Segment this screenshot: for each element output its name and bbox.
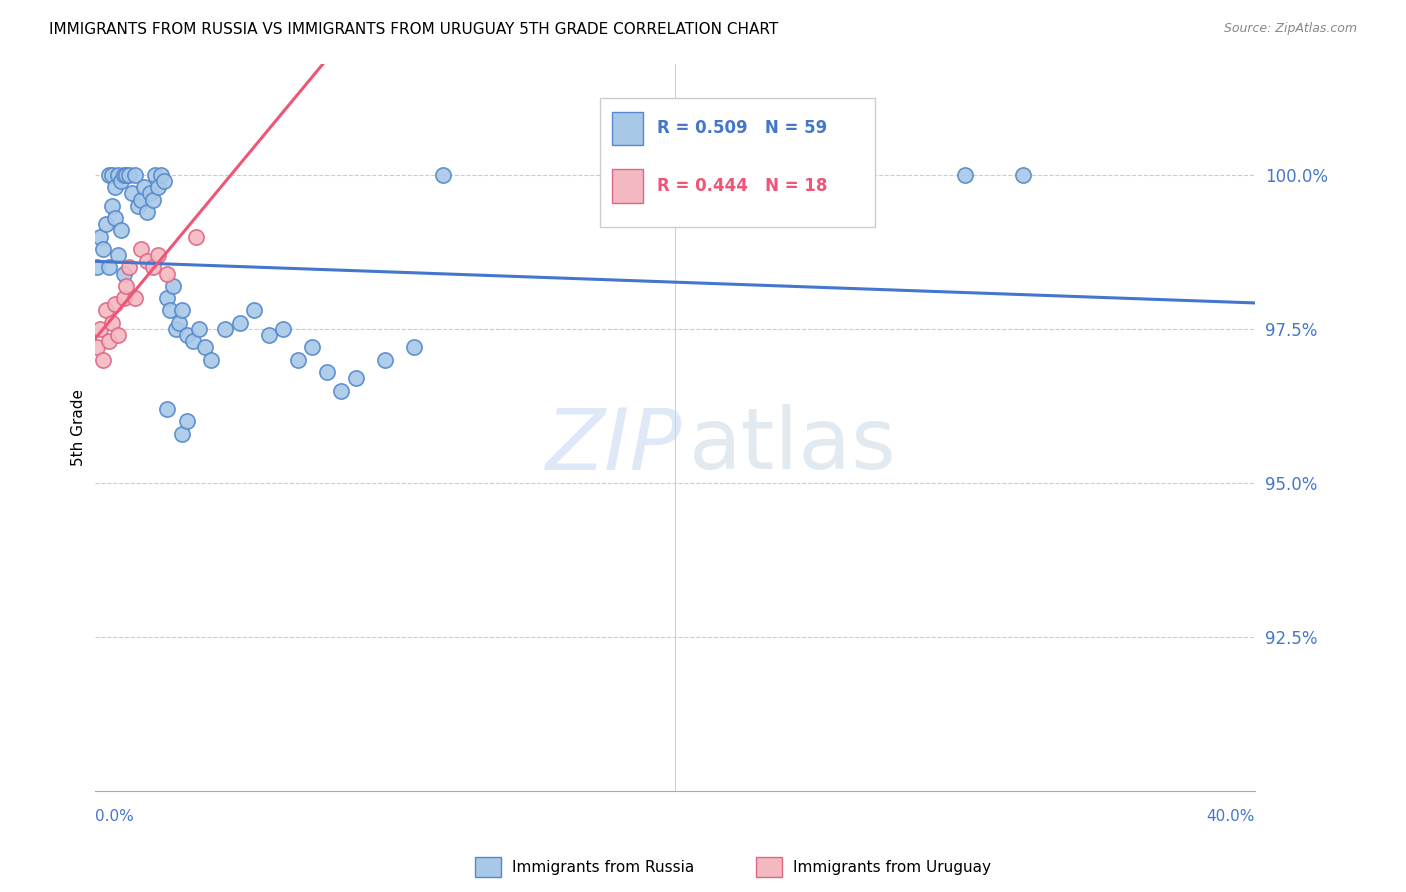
Text: Immigrants from Uruguay: Immigrants from Uruguay xyxy=(793,860,991,874)
Point xyxy=(402,341,425,355)
Point xyxy=(135,205,157,219)
Point xyxy=(142,260,165,275)
Point xyxy=(135,254,157,268)
Point xyxy=(1012,168,1035,182)
Point xyxy=(953,168,976,182)
Point xyxy=(181,334,204,349)
Point xyxy=(129,242,152,256)
Point xyxy=(98,260,121,275)
Point xyxy=(243,303,266,318)
Point xyxy=(107,248,129,262)
Point xyxy=(107,328,129,343)
Point xyxy=(165,322,187,336)
Point xyxy=(315,365,337,379)
Text: Immigrants from Russia: Immigrants from Russia xyxy=(512,860,695,874)
Point xyxy=(287,352,309,367)
Point xyxy=(176,414,198,428)
Point xyxy=(118,168,141,182)
Point xyxy=(156,291,179,305)
Point xyxy=(98,168,121,182)
Point xyxy=(271,322,294,336)
Point xyxy=(150,168,173,182)
Point xyxy=(96,303,118,318)
Text: 0.0%: 0.0% xyxy=(94,810,134,824)
Point xyxy=(104,180,127,194)
Point xyxy=(112,168,135,182)
Y-axis label: 5th Grade: 5th Grade xyxy=(72,389,86,466)
Point xyxy=(89,322,111,336)
Point xyxy=(98,334,121,349)
Point xyxy=(104,211,127,225)
Point xyxy=(170,426,193,441)
Text: Source: ZipAtlas.com: Source: ZipAtlas.com xyxy=(1223,22,1357,36)
Text: 40.0%: 40.0% xyxy=(1206,810,1256,824)
Point xyxy=(110,174,132,188)
Text: R = 0.444   N = 18: R = 0.444 N = 18 xyxy=(657,178,827,195)
Point xyxy=(124,291,146,305)
Point xyxy=(330,384,353,398)
Point xyxy=(115,168,138,182)
Point xyxy=(101,199,124,213)
Point xyxy=(86,260,108,275)
Point xyxy=(148,248,170,262)
Point xyxy=(148,180,170,194)
Point xyxy=(301,341,323,355)
Point xyxy=(188,322,211,336)
Point xyxy=(124,168,146,182)
Point xyxy=(89,229,111,244)
Point xyxy=(107,168,129,182)
Point xyxy=(156,267,179,281)
Point xyxy=(167,316,190,330)
Point xyxy=(110,223,132,237)
Point xyxy=(142,193,165,207)
Point xyxy=(118,260,141,275)
Point xyxy=(257,328,280,343)
Point xyxy=(104,297,127,311)
Point xyxy=(112,267,135,281)
Point xyxy=(228,316,250,330)
Point xyxy=(101,168,124,182)
Point xyxy=(374,352,396,367)
Point xyxy=(176,328,198,343)
Point xyxy=(194,341,217,355)
Point xyxy=(214,322,236,336)
Point xyxy=(112,291,135,305)
Text: IMMIGRANTS FROM RUSSIA VS IMMIGRANTS FROM URUGUAY 5TH GRADE CORRELATION CHART: IMMIGRANTS FROM RUSSIA VS IMMIGRANTS FRO… xyxy=(49,22,779,37)
Point xyxy=(101,316,124,330)
Point xyxy=(184,229,207,244)
Point xyxy=(344,371,367,385)
Point xyxy=(91,352,114,367)
Point xyxy=(156,402,179,417)
Point xyxy=(145,168,167,182)
Point xyxy=(86,341,108,355)
Point xyxy=(432,168,454,182)
Point xyxy=(129,193,152,207)
Point xyxy=(132,180,155,194)
Point xyxy=(121,186,143,201)
Point xyxy=(96,217,118,231)
Text: ZIP: ZIP xyxy=(546,404,682,488)
Point xyxy=(153,174,176,188)
Text: atlas: atlas xyxy=(689,404,897,488)
Point xyxy=(170,303,193,318)
Point xyxy=(138,186,160,201)
Point xyxy=(127,199,149,213)
Point xyxy=(91,242,114,256)
Text: R = 0.509   N = 59: R = 0.509 N = 59 xyxy=(657,120,827,137)
Point xyxy=(115,278,138,293)
Point xyxy=(162,278,184,293)
Point xyxy=(200,352,222,367)
Point xyxy=(159,303,181,318)
